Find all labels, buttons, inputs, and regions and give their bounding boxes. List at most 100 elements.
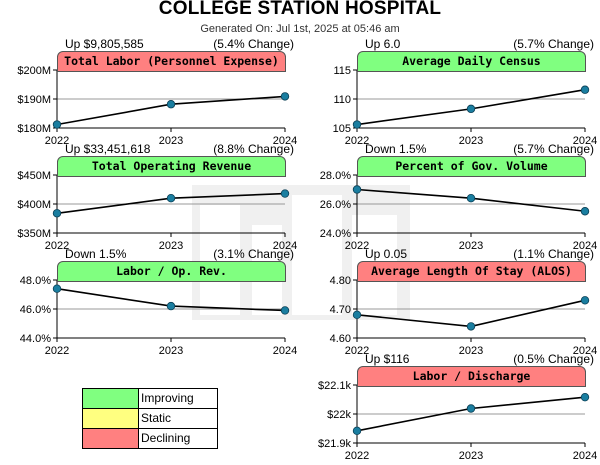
chart-title: Total Operating Revenue xyxy=(57,156,286,177)
labor-discharge-chart-svg: $21.9k $22k $22.1k 2022 2023 2024 xyxy=(318,380,597,462)
x-tick-label: 2022 xyxy=(45,135,69,147)
data-point xyxy=(352,426,362,436)
data-point xyxy=(280,92,290,101)
x-tick-label: 2022 xyxy=(345,345,369,357)
alos-chart-svg: 4.60 4.70 4.80 2022 2023 2024 xyxy=(330,275,598,357)
change-percent: (0.5% Change) xyxy=(513,352,594,366)
data-point xyxy=(352,310,362,319)
chart-panel-total-labor: $180M $190M $200M 2022 2023 2024 Up $9,805,585… xyxy=(0,37,300,150)
y-tick-label: $450M xyxy=(17,170,51,182)
change-amount: Down 1.5% xyxy=(65,247,127,261)
y-tick-label: $200M xyxy=(17,65,51,77)
data-point xyxy=(466,404,476,413)
data-point xyxy=(280,306,290,315)
chart-title: Average Daily Census xyxy=(357,51,586,72)
legend-item-declining: Declining xyxy=(83,428,217,448)
change-percent: (5.7% Change) xyxy=(513,142,594,156)
y-tick-label: 110 xyxy=(333,94,351,106)
change-percent: (5.7% Change) xyxy=(513,37,594,51)
chart-panel-labor-op-rev: 44.0% 46.0% 48.0% 2022 2023 2024 Down 1.5% (3.1… xyxy=(0,247,300,360)
y-tick-label: 26.0% xyxy=(320,199,351,211)
x-tick-label: 2023 xyxy=(159,135,183,147)
data-point xyxy=(52,209,62,218)
status-legend: Improving Static Declining xyxy=(82,388,218,449)
data-point xyxy=(280,189,290,198)
x-tick-label: 2024 xyxy=(273,135,297,147)
x-tick-label: 2024 xyxy=(273,345,297,357)
y-tick-label: 48.0% xyxy=(20,275,51,287)
x-tick-label: 2023 xyxy=(159,240,183,252)
x-tick-label: 2023 xyxy=(459,345,483,357)
declining-swatch xyxy=(83,429,139,448)
x-tick-label: 2024 xyxy=(273,240,297,252)
average-daily-census-chart-svg: 105 110 115 2022 2023 2024 xyxy=(333,65,598,147)
x-tick-label: 2024 xyxy=(573,345,597,357)
change-amount: Up $116 xyxy=(365,352,410,366)
x-tick-label: 2022 xyxy=(345,240,369,252)
legend-label: Improving xyxy=(141,391,194,405)
data-point xyxy=(352,185,362,194)
change-amount: Up $33,451,618 xyxy=(65,142,151,156)
y-tick-label: $180M xyxy=(17,123,51,135)
data-point xyxy=(52,120,62,129)
x-tick-label: 2023 xyxy=(459,240,483,252)
change-percent: (5.4% Change) xyxy=(213,37,294,51)
x-tick-label: 2024 xyxy=(573,450,597,462)
y-tick-label: 28.0% xyxy=(320,170,351,182)
x-tick-label: 2024 xyxy=(573,240,597,252)
legend-label: Static xyxy=(141,411,172,425)
y-tick-label: $22.1k xyxy=(318,380,352,392)
data-point xyxy=(580,392,590,402)
change-percent: (3.1% Change) xyxy=(213,247,294,261)
y-tick-label: 115 xyxy=(333,65,351,77)
change-amount: Down 1.5% xyxy=(365,142,427,156)
data-point xyxy=(166,194,176,203)
x-tick-label: 2024 xyxy=(573,135,597,147)
change-amount: Up 6.0 xyxy=(365,37,401,51)
y-tick-label: $22k xyxy=(327,409,351,421)
data-point xyxy=(166,100,176,109)
chart-panel-total-operating-revenue: $350M $400M $450M 2022 2023 2024 Up $33,451,61… xyxy=(0,142,300,255)
y-tick-label: 4.70 xyxy=(330,304,351,316)
legend-label: Declining xyxy=(141,431,191,445)
chart-title: Labor / Discharge xyxy=(357,366,586,387)
chart-title: Percent of Gov. Volume xyxy=(357,156,586,177)
x-tick-label: 2022 xyxy=(45,240,69,252)
x-tick-label: 2023 xyxy=(459,135,483,147)
y-tick-label: $400M xyxy=(17,199,51,211)
change-amount: Up 0.05 xyxy=(365,247,408,261)
legend-item-improving: Improving xyxy=(83,389,217,408)
y-tick-label: 24.0% xyxy=(320,228,351,240)
y-tick-label: $350M xyxy=(17,228,51,240)
static-swatch xyxy=(83,409,139,428)
data-point xyxy=(52,284,62,293)
chart-panel-labor-discharge: $21.9k $22k $22.1k 2022 2023 2024 Up $116 (0.5%… xyxy=(300,352,600,465)
legend-item-static: Static xyxy=(83,408,217,428)
change-percent: (8.8% Change) xyxy=(213,142,294,156)
data-point xyxy=(580,296,590,305)
x-tick-label: 2023 xyxy=(459,450,483,462)
chart-panel-alos: 4.60 4.70 4.80 2022 2023 2024 Up 0.05 (1.1% Cha… xyxy=(300,247,600,360)
y-tick-label: 105 xyxy=(333,123,351,135)
chart-title: Total Labor (Personnel Expense) xyxy=(57,51,286,72)
y-tick-label: $21.9k xyxy=(318,438,352,450)
data-point xyxy=(352,120,362,129)
x-tick-label: 2022 xyxy=(45,345,69,357)
page-title: COLLEGE STATION HOSPITAL xyxy=(158,0,442,19)
generated-timestamp: Generated On: Jul 1st, 2025 at 05:46 am xyxy=(200,23,400,35)
change-amount: Up $9,805,585 xyxy=(65,37,144,51)
x-tick-label: 2022 xyxy=(345,450,369,462)
y-tick-label: 4.60 xyxy=(330,333,351,345)
y-tick-label: $190M xyxy=(17,94,51,106)
chart-panel-percent-gov-volume: 24.0% 26.0% 28.0% 2022 2023 2024 Down 1.5% (5.7… xyxy=(300,142,600,255)
data-point xyxy=(466,322,476,331)
chart-title: Labor / Op. Rev. xyxy=(57,261,286,282)
chart-panel-average-daily-census: 105 110 115 2022 2023 2024 Up 6.0 (5.7% Change)… xyxy=(300,37,600,150)
improving-swatch xyxy=(83,389,139,408)
y-tick-label: 46.0% xyxy=(20,304,51,316)
x-tick-label: 2022 xyxy=(345,135,369,147)
data-point xyxy=(580,85,590,94)
y-tick-label: 44.0% xyxy=(20,333,51,345)
change-percent: (1.1% Change) xyxy=(513,247,594,261)
data-point xyxy=(166,301,176,311)
